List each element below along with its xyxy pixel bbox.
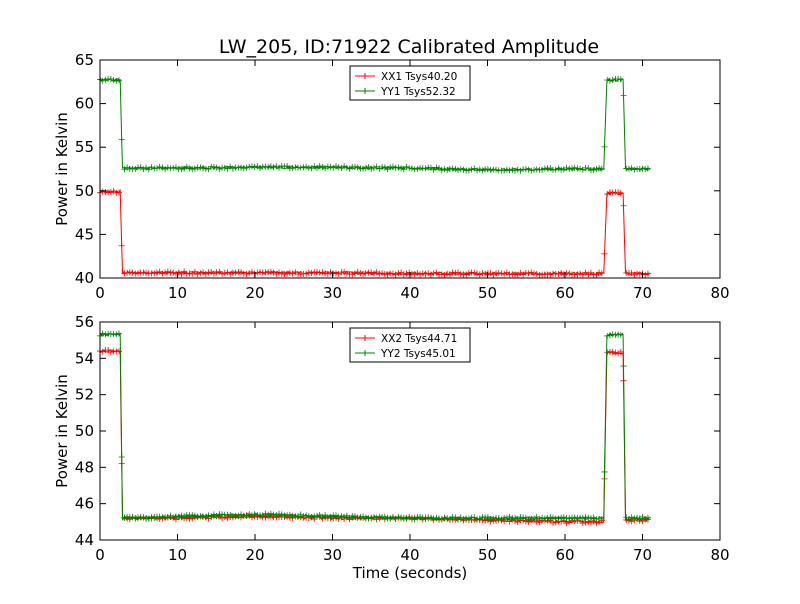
legend-marker [362,88,368,94]
x-tick-label: 0 [95,284,105,302]
x-tick-label: 10 [168,284,187,302]
chart-panel-1: 0 10 20 30 40 50 60 70 80 40 45 50 55 60 65 Power in Ke… [53,51,730,302]
legend-label: YY2 Tsys45.01 [380,348,456,360]
y-axis-label: Power in Kelvin [53,112,71,226]
y-tick-label: 50 [75,422,94,440]
x-tick-label: 40 [400,546,419,564]
x-tick-label: 30 [323,546,342,564]
x-tick-label: 80 [710,546,729,564]
x-tick-label: 70 [633,546,652,564]
x-tick-label: 70 [633,284,652,302]
x-tick-label: 60 [555,546,574,564]
chart-panel-2: 0 10 20 30 40 50 60 70 80 44 46 48 50 52 54 56 Power in … [53,313,730,582]
x-tick-label: 40 [400,284,419,302]
y-tick-label: 45 [75,225,94,243]
legend-box-1 [349,65,471,101]
y-tick-label: 56 [75,313,94,331]
x-tick-label: 10 [168,546,187,564]
legend-marker [362,335,368,341]
chart-title: LW_205, ID:71922 Calibrated Amplitude [219,36,599,58]
x-tick-label: 30 [323,284,342,302]
legend-label: YY1 Tsys52.32 [380,86,456,98]
y-tick-label: 55 [75,138,94,156]
legend-label: XX1 Tsys40.20 [381,71,457,83]
x-tick-label: 20 [245,284,264,302]
y-tick-label: 60 [75,95,94,113]
y-tick-label: 50 [75,182,94,200]
y-tick-label: 44 [75,531,94,549]
x-axis-label: Time (seconds) [352,564,468,582]
legend-marker [362,73,368,79]
series-line-2-2 [99,332,650,521]
x-tick-label: 80 [710,284,729,302]
legend-label: XX2 Tsys44.71 [381,333,457,345]
y-tick-label: 40 [75,269,94,287]
legend-marker [362,350,368,356]
legend-box-2 [349,327,471,363]
y-tick-label: 52 [75,386,94,404]
x-tick-label: 50 [478,284,497,302]
x-tick-label: 60 [555,284,574,302]
y-tick-label: 54 [75,349,94,367]
y-tick-label: 46 [75,495,94,513]
x-tick-label: 50 [478,546,497,564]
y-tick-label: 65 [75,51,94,69]
x-tick-label: 0 [95,546,105,564]
y-axis-label: Power in Kelvin [53,374,71,488]
y-tick-label: 48 [75,458,94,476]
x-tick-label: 20 [245,546,264,564]
